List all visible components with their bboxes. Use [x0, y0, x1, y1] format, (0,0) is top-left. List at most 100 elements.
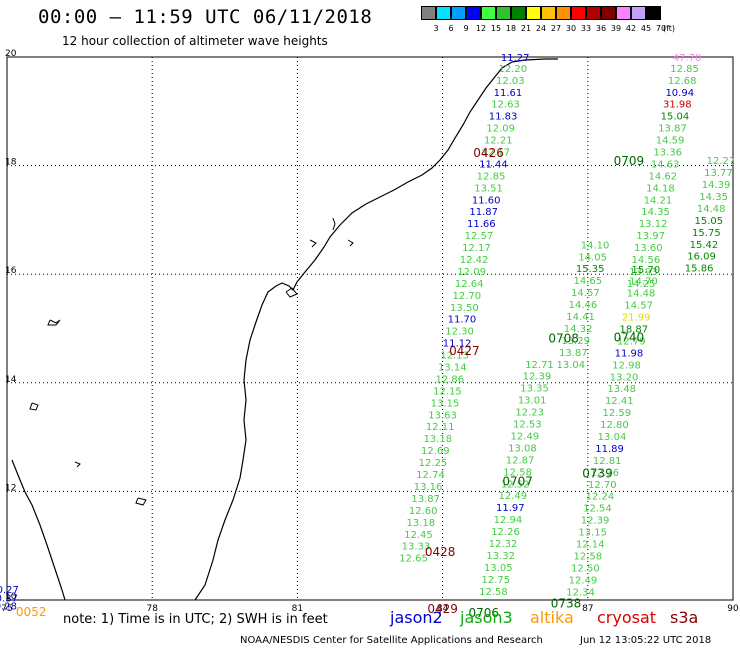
swh-value: 12.58	[479, 587, 508, 598]
swh-value: 12.64	[455, 279, 484, 290]
swh-value: 12.17	[482, 147, 511, 158]
lon-tick-label: 78	[146, 604, 158, 614]
swh-value: 14.59	[656, 136, 685, 147]
swh-value: 12.59	[603, 408, 632, 419]
swh-value: 13.36	[653, 147, 682, 158]
swh-value: 12.85	[477, 171, 506, 182]
swh-value: 13.63	[428, 410, 457, 421]
swh-value: 12.34	[566, 587, 595, 598]
scale-swatch	[541, 6, 556, 20]
swh-value: 18.87	[619, 325, 648, 336]
pass-time-label: 0427	[449, 344, 480, 358]
map-subtitle: 12 hour collection of altimeter wave hei…	[62, 34, 328, 48]
swh-value: 11.27	[501, 53, 530, 64]
swh-value: 12.45	[404, 530, 433, 541]
swh-value: 10.28	[0, 601, 17, 612]
swh-value: 12.60	[409, 506, 438, 517]
swh-value: 12.74	[416, 470, 445, 481]
satellite-legend-item: jason2	[390, 608, 443, 627]
pass-time-label: 0708	[548, 332, 579, 346]
swh-value: 15.70	[632, 265, 661, 276]
swh-value: 15.05	[694, 216, 723, 227]
scale-swatch	[616, 6, 631, 20]
swh-value: 14.62	[648, 171, 677, 182]
swh-value: 12.58	[503, 467, 532, 478]
satellite-legend-item: altika	[530, 608, 574, 627]
swh-value: 12.70	[452, 291, 481, 302]
swh-value: 12.30	[445, 327, 474, 338]
swh-value: 14.63	[651, 159, 680, 170]
swh-value: 14.10	[581, 240, 610, 251]
swh-value: 12.81	[593, 456, 622, 467]
swh-value: 14.39	[702, 180, 731, 191]
swh-value: 12.94	[494, 515, 523, 526]
swh-value: 12.39	[581, 516, 610, 527]
swh-value: 12.49	[498, 491, 527, 502]
swh-value: 14.05	[578, 252, 607, 263]
swh-value: 11.89	[595, 444, 624, 455]
scale-label: 12	[475, 24, 487, 33]
swh-value: 14.57	[571, 288, 600, 299]
scale-label: 36	[595, 24, 607, 33]
pass-time-label: 0426	[473, 146, 504, 160]
swh-value: 12.75	[482, 575, 511, 586]
pass-time-label: 0052	[16, 605, 47, 619]
swh-value: 14.56	[632, 255, 661, 266]
scale-swatch	[496, 6, 511, 20]
swh-value: 12.69	[421, 446, 450, 457]
swh-value: 12.23	[515, 408, 544, 419]
swh-value: 13.77	[704, 168, 733, 179]
swh-value: 13.87	[411, 494, 440, 505]
color-scale-legend: 3 6 9 12 15 18 21 24 27 30 33 36 39 42 45 70 (ft)	[421, 6, 675, 33]
pass-time-label: 0706	[468, 606, 499, 620]
swh-value: 14.57	[624, 301, 653, 312]
scale-label: 21	[520, 24, 532, 33]
lat-tick-label: 16	[5, 266, 17, 276]
lat-tick-label: 10	[5, 592, 17, 602]
pass-time-label: 0429	[427, 602, 458, 616]
swh-value: 15.42	[690, 240, 719, 251]
swh-value: 12.71	[525, 360, 554, 371]
lon-tick-label: 90	[727, 604, 739, 614]
swh-value: 12.49	[569, 575, 598, 586]
swh-value: 13.48	[607, 384, 636, 395]
swh-value: 12.09	[486, 124, 515, 135]
lat-tick-label: 14	[5, 375, 17, 385]
swh-value: 13.20	[610, 372, 639, 383]
swh-value: 12.21	[484, 136, 513, 147]
swh-value: 12.03	[496, 76, 525, 87]
swh-value: 12.70	[588, 480, 617, 491]
swh-value: 14.21	[644, 195, 673, 206]
scale-swatch	[526, 6, 541, 20]
scale-label: 3	[433, 24, 439, 33]
swh-value: 12.13	[440, 351, 469, 362]
scale-swatch	[586, 6, 601, 20]
swh-value: 13.87	[559, 348, 588, 359]
swh-value: 13.33	[402, 542, 431, 553]
swh-value: 12.79	[617, 336, 646, 347]
scale-swatch	[511, 6, 526, 20]
swh-value: 13.14	[438, 363, 467, 374]
pass-time-label: 0709	[614, 154, 645, 168]
swh-value: 12.24	[586, 492, 615, 503]
swh-value: 12.80	[600, 420, 629, 431]
swh-value: 12.26	[491, 527, 520, 538]
swh-value: 13.04	[557, 360, 586, 371]
scale-label: 42	[625, 24, 637, 33]
credit-text: NOAA/NESDIS Center for Satellite Applica…	[240, 635, 543, 646]
pass-time-label: 0428	[425, 545, 456, 559]
swh-value: 15.75	[692, 228, 721, 239]
scale-label: 6	[448, 24, 454, 33]
swh-value: 12.15	[433, 386, 462, 397]
scale-swatch	[451, 6, 466, 20]
swh-value: 12.53	[513, 420, 542, 431]
map-title: 00:00 – 11:59 UTC 06/11/2018	[38, 6, 373, 28]
swh-value: 13.87	[658, 124, 687, 135]
swh-value: 10.27	[0, 585, 19, 596]
swh-value: 12.14	[576, 540, 605, 551]
swh-value: 14.32	[564, 324, 593, 335]
color-scale-labels: 3 6 9 12 15 18 21 24 27 30 33 36 39 42 45 70 (ft)	[421, 24, 740, 36]
satellite-legend-item: cryosat	[597, 608, 657, 627]
swh-value: 14.18	[646, 183, 675, 194]
